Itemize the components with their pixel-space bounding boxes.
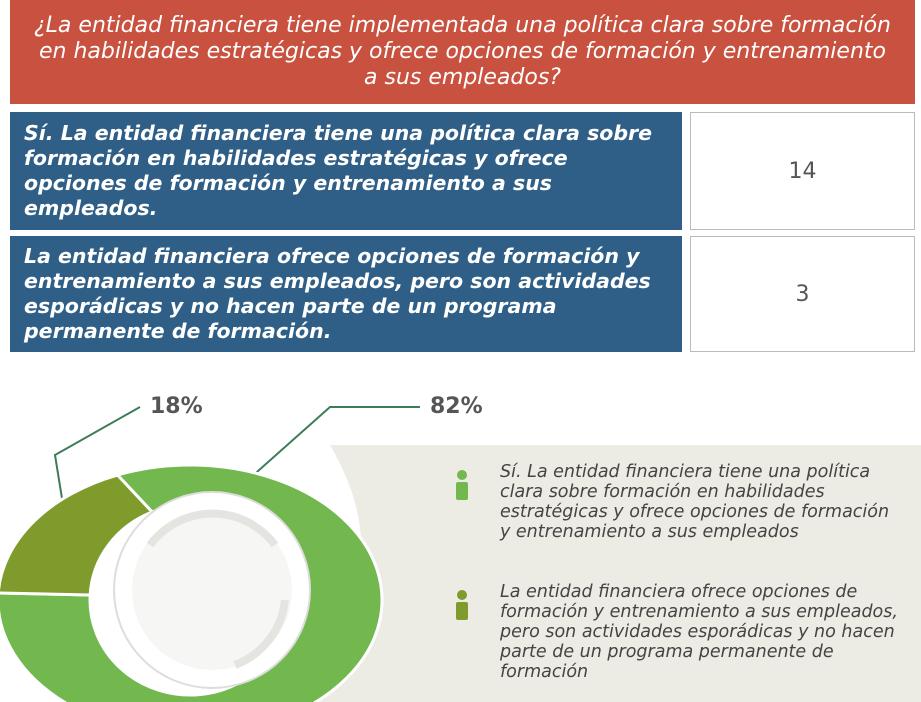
count-cell: 14 [690, 112, 915, 230]
leader-line [239, 406, 420, 488]
question-header: ¿La entidad financiera tiene implementad… [10, 0, 915, 104]
legend-icon [456, 470, 468, 500]
answer-cell: La entidad financiera ofrece opciones de… [10, 236, 682, 352]
count-cell: 3 [690, 236, 915, 352]
legend-entry: Sí. La entidad financiera tiene una polí… [500, 462, 890, 542]
data-label: 18% [150, 394, 203, 419]
donut-slice [0, 473, 155, 597]
legend-background [250, 445, 921, 702]
answer-cell: Sí. La entidad financiera tiene una polí… [10, 112, 682, 230]
legend-icon [456, 590, 468, 620]
donut-sheen [132, 510, 292, 670]
donut-sheen [233, 599, 289, 669]
data-label: 82% [430, 394, 483, 419]
donut-sheen [146, 509, 279, 548]
legend-entry: La entidad financiera ofrece opciones de… [500, 582, 898, 682]
